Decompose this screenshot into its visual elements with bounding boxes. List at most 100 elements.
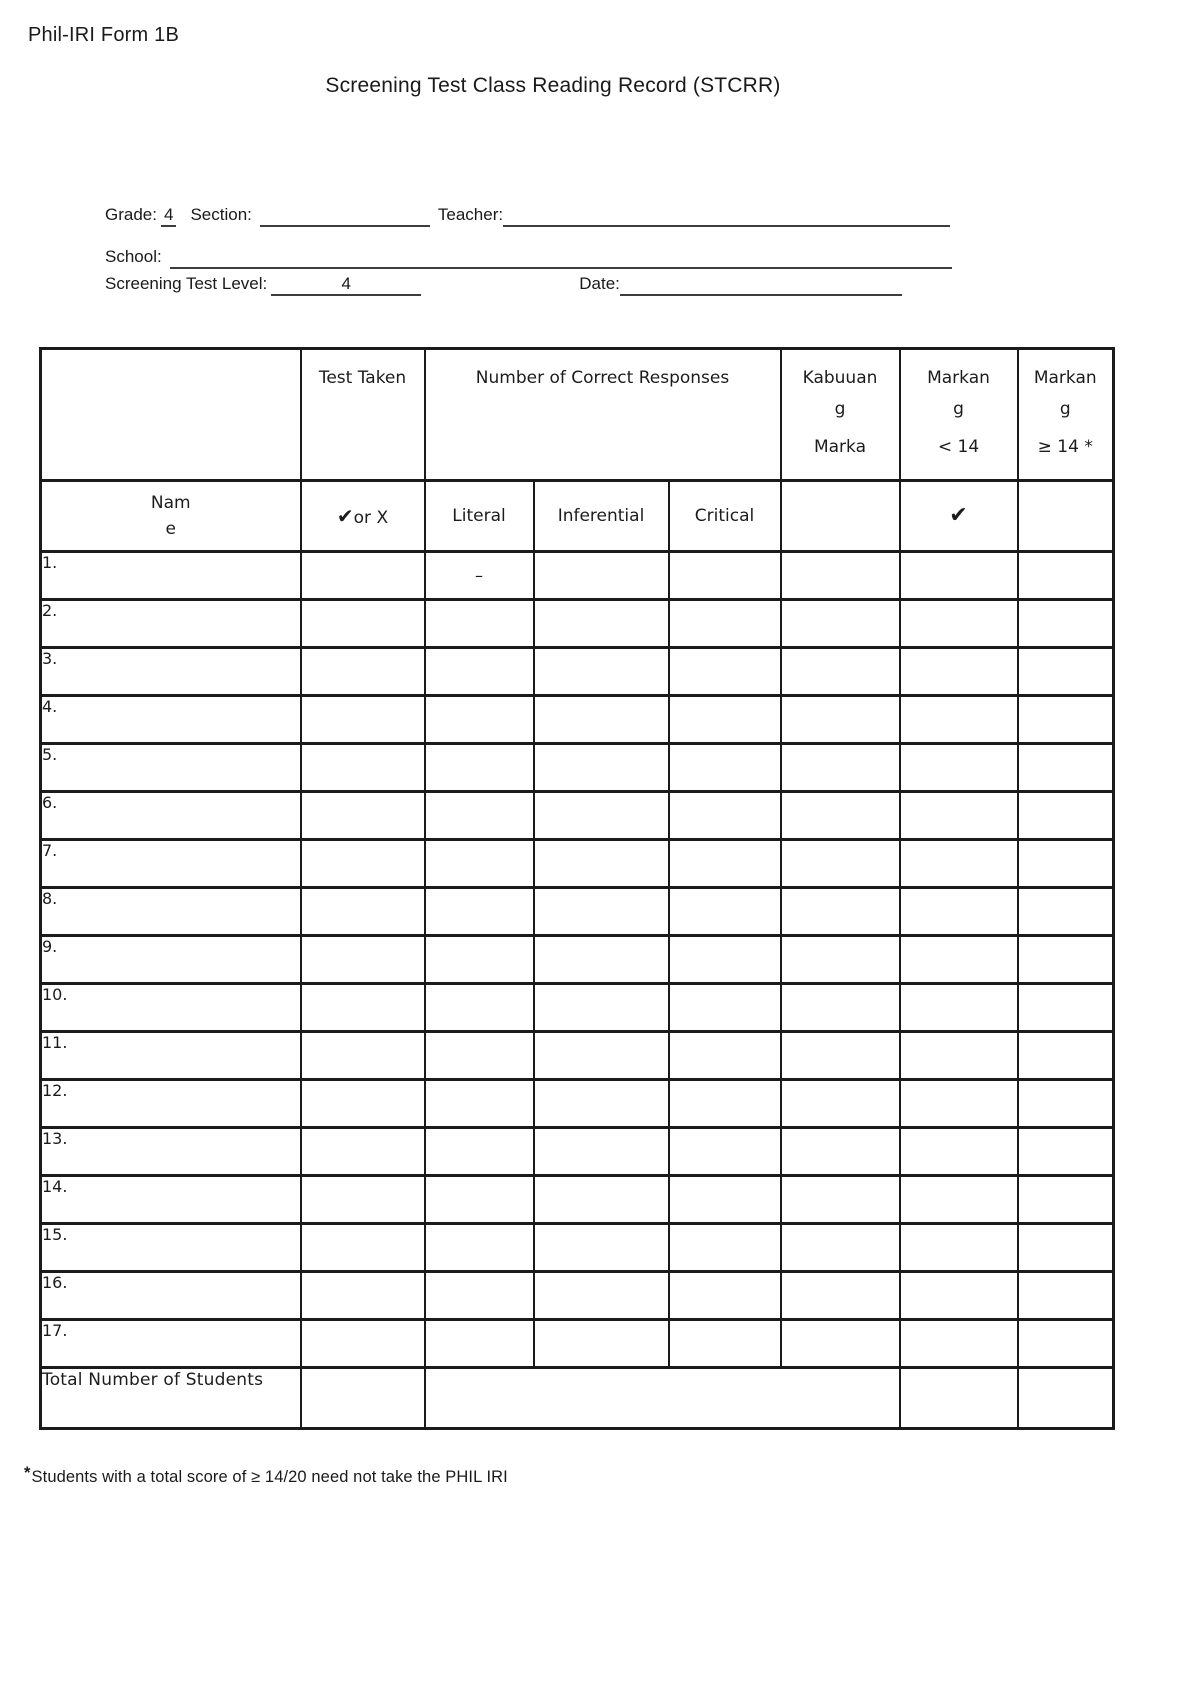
markang-ge14-cell <box>1016 1030 1115 1081</box>
inferential-score-cell <box>532 598 670 649</box>
literal-score-cell <box>423 1270 535 1321</box>
kabuuang-marka-cell <box>779 838 901 889</box>
critical-score-cell <box>667 742 782 793</box>
inferential-score-cell <box>532 1030 670 1081</box>
kabuuang-marka-cell <box>779 982 901 1033</box>
critical-score-cell <box>667 1174 782 1225</box>
inferential-score-cell <box>532 1174 670 1225</box>
critical-score-cell <box>667 550 782 601</box>
header-literal: Literal <box>423 479 535 553</box>
markang-lt14-cell <box>898 1318 1019 1369</box>
or-x-label: or X <box>353 507 389 528</box>
teacher-label: Teacher: <box>437 205 504 224</box>
markang-lt14-cell <box>898 1030 1019 1081</box>
markang-ge14-word-part2: g <box>1059 398 1071 419</box>
student-name-cell: 13. <box>39 1126 302 1177</box>
test-taken-cell <box>299 694 426 745</box>
critical-score-cell <box>667 1030 782 1081</box>
header-inferential: Inferential <box>532 479 670 553</box>
inferential-score-cell <box>532 934 670 985</box>
student-name-cell: 8. <box>39 886 302 937</box>
test-taken-cell <box>299 550 426 601</box>
test-taken-cell <box>299 1270 426 1321</box>
total-label-cell: Total Number of Students <box>39 1366 302 1430</box>
markang-ge14-cell <box>1016 934 1115 985</box>
kabuuang-marka-cell <box>779 598 901 649</box>
student-name-cell: 1. <box>39 550 302 601</box>
table-row: 4. <box>39 694 1115 745</box>
kabuuang-marka-cell <box>779 694 901 745</box>
table-row: 12. <box>39 1078 1115 1129</box>
screening-test-level-value: 4 <box>271 274 422 296</box>
student-name-cell: 4. <box>39 694 302 745</box>
inferential-score-cell <box>532 790 670 841</box>
markang-lt14-threshold: < 14 <box>937 437 980 458</box>
total-merged-cell <box>423 1366 901 1430</box>
critical-score-cell <box>667 886 782 937</box>
literal-score-cell <box>423 1174 535 1225</box>
test-taken-cell <box>299 1318 426 1369</box>
kabuuang-marka-cell <box>779 1174 901 1225</box>
kabuuang-marka-cell <box>779 1078 901 1129</box>
markang-lt14-cell <box>898 598 1019 649</box>
literal-score-cell <box>423 790 535 841</box>
markang-lt14-word-part2: g <box>953 398 964 419</box>
student-name-cell: 3. <box>39 646 302 697</box>
kabuuang-marka-cell <box>779 1030 901 1081</box>
markang-ge14-cell <box>1016 694 1115 745</box>
markang-ge14-cell <box>1016 838 1115 889</box>
table-row: 2. <box>39 598 1115 649</box>
student-name-cell: 9. <box>39 934 302 985</box>
critical-score-cell <box>667 1318 782 1369</box>
table-row: 16. <box>39 1270 1115 1321</box>
inferential-score-cell <box>532 742 670 793</box>
total-test-taken-cell <box>299 1366 426 1430</box>
total-markang-lt14-cell <box>898 1366 1019 1430</box>
critical-score-cell <box>667 694 782 745</box>
markang-lt14-cell <box>898 1126 1019 1177</box>
table-row: 3. <box>39 646 1115 697</box>
markang-lt14-cell <box>898 790 1019 841</box>
header-blank-cell <box>39 347 302 482</box>
markang-ge14-cell <box>1016 982 1115 1033</box>
test-taken-cell <box>299 1030 426 1081</box>
header-kabuuang-marka: Kabuuan g Marka <box>779 347 901 482</box>
school-line: School: <box>105 247 952 269</box>
literal-score-cell <box>423 1030 535 1081</box>
critical-score-cell <box>667 1078 782 1129</box>
test-taken-cell <box>299 1222 426 1273</box>
inferential-score-cell <box>532 886 670 937</box>
test-taken-cell <box>299 982 426 1033</box>
literal-score-cell <box>423 742 535 793</box>
kabuuang-sub-label: Marka <box>813 437 867 458</box>
markang-ge14-word-part1: Markan <box>1033 368 1097 388</box>
inferential-score-cell <box>532 838 670 889</box>
markang-ge14-cell <box>1016 646 1115 697</box>
student-name-cell: 15. <box>39 1222 302 1273</box>
table-row: 11. <box>39 1030 1115 1081</box>
name-word-part1: Nam <box>150 492 191 513</box>
reading-record-table: Test Taken Number of Correct Responses K… <box>39 347 1115 1430</box>
section-blank-line <box>259 207 430 227</box>
markang-ge14-cell <box>1016 598 1115 649</box>
kabuuang-marka-cell <box>779 790 901 841</box>
critical-score-cell <box>667 934 782 985</box>
page-title: Screening Test Class Reading Record (STC… <box>325 74 781 97</box>
markang-ge14-cell <box>1016 1126 1115 1177</box>
section-label: Section: <box>190 205 252 224</box>
inferential-score-cell <box>532 694 670 745</box>
critical-score-cell <box>667 1270 782 1321</box>
date-blank-line <box>619 276 902 296</box>
header-markang-ge14-blank-cell <box>1016 479 1115 553</box>
table-row: 17. <box>39 1318 1115 1369</box>
header-critical: Critical <box>667 479 782 553</box>
markang-ge14-cell <box>1016 886 1115 937</box>
school-blank-line <box>169 249 952 269</box>
test-taken-cell <box>299 598 426 649</box>
literal-score-cell <box>423 646 535 697</box>
form-id: Phil-IRI Form 1B <box>28 24 180 46</box>
literal-score-cell <box>423 838 535 889</box>
header-markang-ge14: Markan g ≥ 14 * <box>1016 347 1115 482</box>
markang-lt14-cell <box>898 646 1019 697</box>
